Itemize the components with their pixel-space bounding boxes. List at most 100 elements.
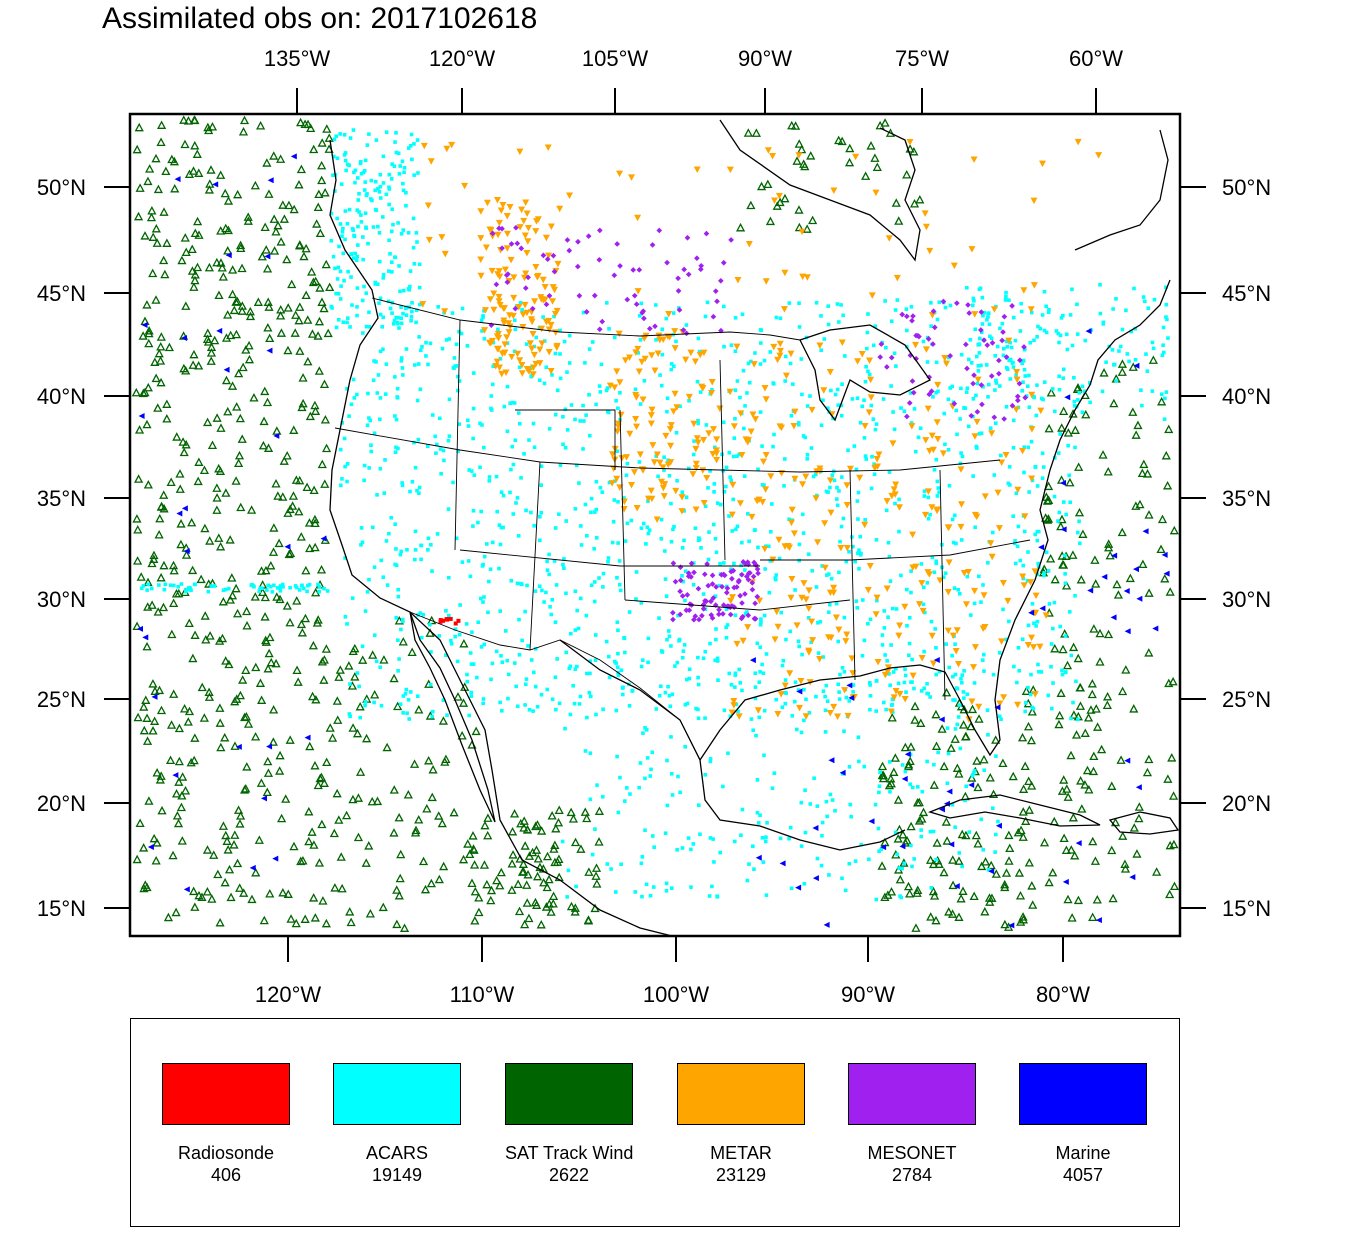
acars-marker [348,714,352,719]
acars-marker [761,860,766,864]
metar-marker [950,262,958,270]
acars-marker [1067,610,1072,614]
sat-track-wind-marker [913,885,923,894]
metar-marker [798,228,806,236]
marine-marker [1075,840,1082,847]
metar-marker [647,412,655,419]
sat-track-wind-marker [202,845,213,854]
sat-track-wind-marker [1165,587,1175,596]
sat-track-wind-marker [218,596,228,606]
metar-marker [874,659,882,666]
sat-track-wind-marker [800,161,810,171]
sat-track-wind-marker [142,736,153,745]
acars-marker [781,658,786,663]
acars-marker [412,142,416,146]
acars-marker [280,582,285,587]
acars-marker [335,216,339,221]
metar-marker [549,298,557,305]
metar-marker [494,231,502,239]
acars-marker [1124,308,1128,313]
acars-marker [701,656,706,661]
acars-marker [548,605,552,609]
metar-marker [808,406,816,414]
sat-track-wind-marker [284,200,294,210]
sat-track-wind-marker [403,789,413,799]
acars-marker [837,320,841,324]
acars-marker [378,417,382,422]
acars-marker [487,579,491,584]
metar-marker [868,292,876,299]
acars-marker [993,832,998,837]
metar-marker [799,481,807,488]
acars-marker [359,220,364,224]
mesonet-marker [913,355,919,362]
acars-marker [851,690,855,694]
sat-track-wind-marker [299,251,309,261]
metar-marker [1024,642,1032,649]
acars-marker [676,774,680,779]
acars-marker [576,626,581,631]
acars-marker [762,358,767,363]
acars-marker [990,806,995,810]
acars-marker [393,450,398,455]
metar-marker [934,381,942,389]
sat-track-wind-marker [188,360,198,369]
acars-marker [659,536,664,541]
acars-marker [350,596,355,600]
marine-marker [968,782,975,789]
sat-track-wind-marker [355,767,366,776]
metar-marker [812,495,820,502]
marine-marker [147,843,154,850]
acars-marker [457,422,462,426]
sat-track-wind-marker [263,297,273,306]
sat-track-wind-marker [279,456,289,465]
sat-track-wind-marker [492,875,502,885]
sat-track-wind-marker [1043,514,1054,523]
acars-marker [644,728,649,732]
metar-marker [709,426,717,433]
acars-marker [460,306,465,311]
acars-marker [429,542,433,547]
acars-marker [771,381,775,385]
sat-track-wind-marker [184,706,195,716]
acars-marker [346,316,350,320]
acars-marker [834,601,839,606]
acars-marker [699,546,703,550]
sat-track-wind-marker [1075,701,1086,710]
acars-marker [1035,484,1040,488]
acars-marker [537,378,542,383]
acars-marker [826,610,831,615]
acars-marker [835,485,839,490]
sat-track-wind-marker [471,726,481,736]
acars-marker [837,489,841,493]
acars-marker [680,655,685,660]
sat-track-wind-marker [1062,660,1073,670]
acars-marker [708,759,713,764]
sat-track-wind-marker [1061,845,1071,855]
sat-track-wind-marker [290,328,300,337]
acars-marker [465,679,470,684]
acars-marker [1063,572,1067,576]
metar-marker [774,356,782,364]
acars-marker [1040,476,1045,480]
acars-marker [751,728,755,733]
acars-marker [1071,700,1075,705]
sat-track-wind-marker [1109,398,1119,408]
sat-track-wind-marker [1086,705,1096,714]
sat-track-wind-marker [238,362,248,372]
acars-marker [659,684,663,689]
acars-marker [1057,340,1061,345]
sat-track-wind-marker [304,518,315,527]
acars-marker [1061,500,1066,504]
metar-marker [690,420,698,428]
acars-marker [299,583,304,588]
acars-marker [864,457,869,461]
sat-track-wind-marker [428,764,438,774]
sat-track-wind-marker [1077,804,1087,813]
sat-track-wind-marker [262,787,272,797]
metar-marker [918,580,926,587]
metar-marker [538,325,546,333]
sat-track-wind-marker [175,484,185,493]
acars-marker [1051,681,1055,685]
sat-track-wind-marker [516,818,526,828]
